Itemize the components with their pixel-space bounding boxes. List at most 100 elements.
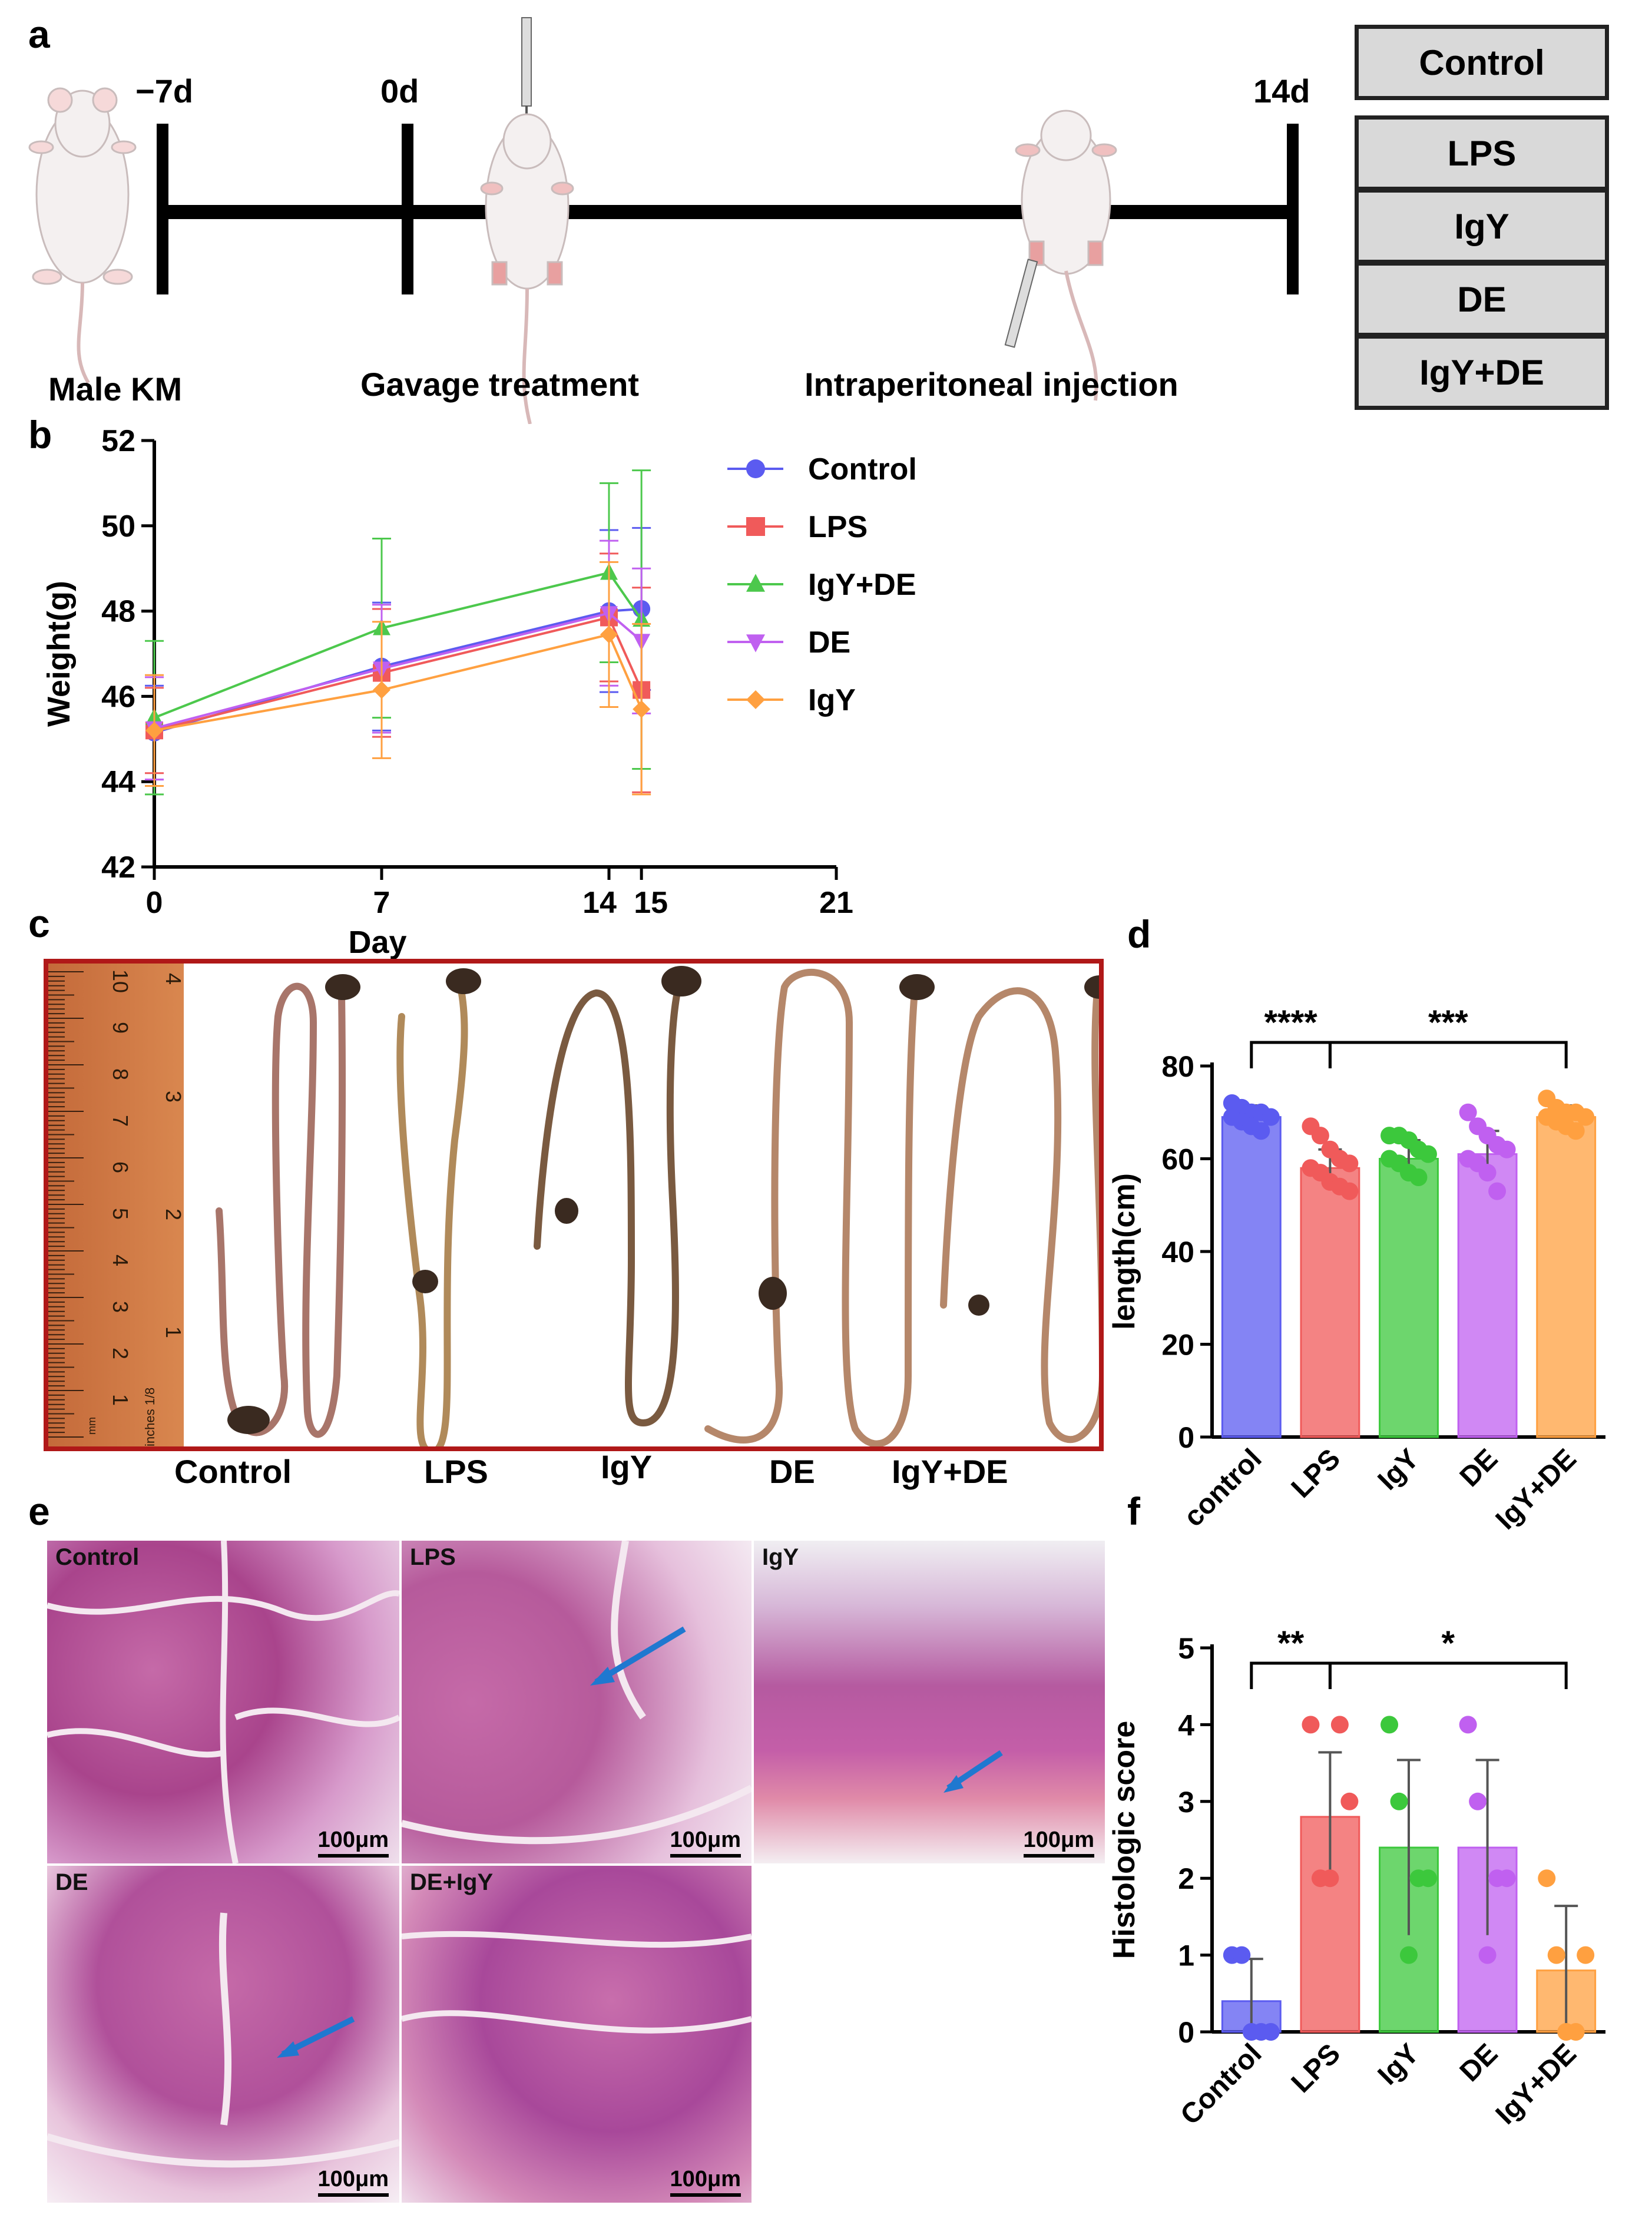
histo-data-point	[1262, 2023, 1280, 2041]
timepoint-14: 14d	[1253, 72, 1310, 110]
weight-x-tick-label: 7	[373, 886, 390, 920]
histo-x-tick-label: DE	[1454, 2038, 1504, 2088]
histo-data-point	[1302, 1716, 1320, 1734]
length-y-tick-label: 80	[1161, 1050, 1194, 1083]
length-bar-group-lps	[1300, 1117, 1360, 1438]
ruler-inch-unit-label: inches 1/8	[143, 1388, 157, 1446]
colon-label-control: Control	[174, 1453, 292, 1490]
colon-label-de: DE	[769, 1453, 815, 1490]
length-x-tick-label: DE	[1454, 1443, 1504, 1493]
weight-y-tick-label: 50	[101, 509, 135, 544]
histo-significance-bracket: **	[1250, 1624, 1332, 1689]
weight-point	[633, 700, 651, 719]
length-bar-chart: 0 20 40 60 80 length(cm) control LPS IgY DEIgY+DE…	[1107, 1004, 1605, 1536]
weight-legend-item: IgY+DE	[727, 568, 916, 602]
histology-image-control: Control 100μm	[47, 1541, 399, 1863]
panel-label-e: e	[28, 1489, 50, 1533]
length-bar	[1457, 1153, 1518, 1438]
legend-label: LPS	[808, 510, 868, 544]
histo-y-tick-label: 2	[1178, 1862, 1194, 1895]
colon-label-igy-de: IgY+DE	[892, 1453, 1008, 1490]
weight-line-chart: 42 44 46 48 50 52 0 7 14 15 21 Day Weight(g) Control L…	[41, 424, 917, 960]
colon-specimens	[216, 966, 1099, 1446]
ruler-cm-label: 6	[108, 1161, 133, 1173]
length-y-axis-label: length(cm)	[1107, 1173, 1141, 1330]
weight-series-control	[145, 527, 651, 781]
length-y-tick-label: 60	[1161, 1143, 1194, 1176]
histo-data-point	[1340, 1792, 1359, 1810]
ruler-inch-label: 2	[161, 1209, 184, 1220]
length-data-point	[1409, 1168, 1428, 1186]
histo-x-tick-label: IgY	[1372, 2038, 1425, 2091]
histo-data-point	[1459, 1716, 1477, 1734]
colon-label-igy: IgY	[601, 1448, 653, 1485]
ruler-inch-label: 1	[161, 1326, 184, 1338]
weight-x-tick-label: 15	[634, 886, 668, 920]
histology-label-de-igy: DE+IgY	[410, 1869, 494, 1895]
weight-line	[154, 612, 643, 730]
weight-legend-item: Control	[727, 452, 917, 486]
weight-legend-item: LPS	[727, 510, 868, 544]
injection-mouse-icon	[1015, 110, 1117, 401]
weight-line	[154, 616, 643, 732]
length-significance-label: ***	[1428, 1004, 1468, 1042]
histology-label-control: Control	[55, 1544, 140, 1570]
weight-x-tick-label: 0	[146, 886, 163, 920]
length-bar-group-control	[1221, 1094, 1282, 1438]
group-box-control: Control	[1355, 25, 1609, 100]
length-bar-group-de	[1457, 1103, 1518, 1438]
histo-data-point	[1390, 1792, 1408, 1810]
injection-label: Intraperitoneal injection	[805, 366, 1178, 403]
weight-y-axis-label: Weight(g)	[41, 581, 77, 727]
histo-bar-group-igy-de	[1536, 1869, 1597, 2041]
timepoint-0: 0d	[380, 72, 419, 110]
ruler-cm-label: 1	[108, 1394, 133, 1406]
weight-y-tick-label: 48	[101, 595, 135, 629]
histo-bar-group-de	[1457, 1716, 1518, 2033]
length-bar	[1300, 1167, 1360, 1438]
gavage-label: Gavage treatment	[360, 366, 640, 403]
histologic-score-bar-chart: 0 1 2 3 4 5 Histologic score Control LPS IgY DEIgY…	[1107, 1624, 1605, 2131]
histo-y-tick-label: 0	[1178, 2016, 1194, 2049]
histo-y-tick-label: 3	[1178, 1786, 1194, 1819]
weight-y-tick-label: 52	[101, 424, 135, 458]
ruler-cm-label: 5	[108, 1208, 133, 1220]
legend-marker	[746, 690, 765, 709]
ruler-mm-label: mm	[86, 1417, 98, 1435]
ruler-cm-label: 2	[108, 1348, 133, 1359]
histo-data-point	[1478, 1946, 1497, 1964]
length-x-tick-label: control	[1178, 1443, 1267, 1532]
panel-label-c: c	[28, 902, 50, 945]
weight-line	[154, 633, 643, 732]
length-bar-group-igy	[1379, 1127, 1439, 1438]
gavage-mouse-icon	[480, 113, 574, 424]
weight-series-igy	[145, 561, 651, 796]
male-km-label: Male KM	[48, 370, 183, 408]
histo-bracket-line	[1328, 1661, 1568, 1689]
weight-legend-item: IgY	[727, 683, 856, 717]
length-data-point	[1459, 1103, 1477, 1121]
histology-image-igy: IgY 100μm	[754, 1541, 1105, 1863]
timepoint-minus7: −7d	[135, 72, 194, 110]
histo-data-point	[1419, 1869, 1437, 1888]
mouse-icon	[28, 87, 137, 384]
timeline-diagram	[28, 17, 1299, 424]
length-data-point	[1488, 1182, 1507, 1200]
tick-0	[402, 124, 413, 294]
ruler-cm-label: 3	[108, 1301, 133, 1313]
legend-label: Control	[808, 452, 917, 486]
length-bar	[1536, 1116, 1597, 1438]
histo-data-point	[1321, 1869, 1339, 1888]
legend-label: IgY	[808, 683, 856, 717]
histo-y-tick-label: 5	[1178, 1632, 1194, 1665]
length-y-tick-label: 0	[1178, 1421, 1194, 1454]
length-data-point	[1311, 1127, 1329, 1145]
histology-image-de-igy: DE+IgY 100μm	[402, 1866, 751, 2203]
length-bracket-line	[1328, 1041, 1568, 1068]
histo-data-point	[1498, 1869, 1516, 1888]
weight-y-tick-label: 46	[101, 680, 135, 714]
group-box-lps: LPS	[1355, 115, 1609, 191]
histo-data-point	[1547, 1946, 1565, 1964]
legend-label: DE	[808, 625, 850, 660]
histo-x-tick-label: IgY+DE	[1490, 2038, 1583, 2130]
